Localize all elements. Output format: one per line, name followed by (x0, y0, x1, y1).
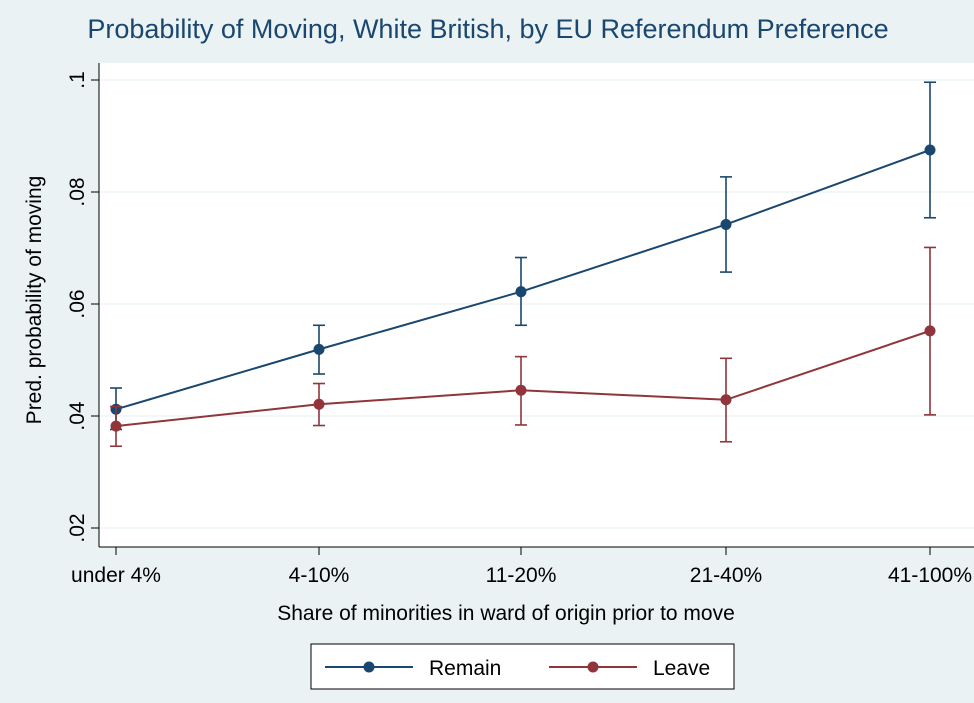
chart-title: Probability of Moving, White British, by… (87, 14, 888, 44)
x-tick-label-4: 41-100% (888, 564, 972, 587)
grid (99, 79, 974, 529)
plot-area (99, 63, 974, 547)
y-tick-label-3: .08 (66, 177, 89, 206)
x-tick-label-3: 21-40% (690, 564, 762, 587)
data-point-remain-3 (720, 218, 732, 230)
legend-marker-leave (587, 661, 599, 673)
x-tick-label-1: 4-10% (289, 564, 350, 587)
y-tick-label-1: .04 (66, 401, 89, 431)
y-tick-label-2: .06 (66, 289, 89, 318)
data-point-leave-0 (110, 420, 122, 432)
legend-label-leave: Leave (653, 657, 710, 680)
data-point-leave-2 (515, 384, 527, 396)
x-tick-label-2: 11-20% (486, 564, 557, 587)
data-point-remain-2 (515, 286, 527, 298)
x-tick-label-0: under 4% (71, 564, 161, 587)
x-axis-title: Share of minorities in ward of origin pr… (277, 602, 735, 625)
data-point-remain-1 (313, 343, 325, 355)
data-point-leave-1 (313, 398, 325, 410)
legend-label-remain: Remain (429, 657, 501, 680)
data-point-leave-3 (720, 394, 732, 406)
y-tick-label-0: .02 (66, 513, 89, 542)
legend-marker-remain (363, 661, 375, 673)
y-ticks: .02 .04 .06 .08 .1 (66, 71, 99, 543)
data-point-leave-4 (924, 325, 936, 337)
series-layer (110, 81, 936, 448)
legend: Remain Leave (310, 643, 735, 690)
series-leave (110, 246, 936, 448)
y-tick-label-4: .1 (66, 71, 89, 89)
y-axis-title: Pred. probability of moving (23, 176, 46, 425)
x-ticks: under 4% 4-10% 11-20% 21-40% 41-100% (71, 547, 972, 587)
data-point-remain-4 (924, 144, 936, 156)
